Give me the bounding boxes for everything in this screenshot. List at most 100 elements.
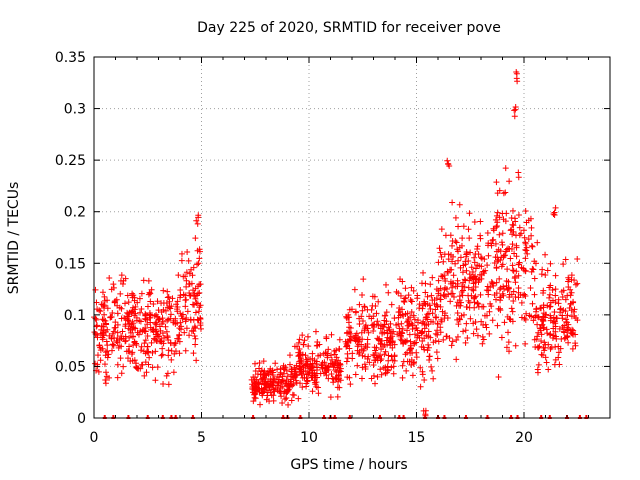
data-point <box>408 298 415 305</box>
data-point <box>184 308 191 315</box>
x-tick-label: 20 <box>515 430 533 446</box>
data-point <box>481 256 488 263</box>
data-point <box>158 352 165 359</box>
data-point <box>531 336 538 343</box>
data-point <box>117 355 124 362</box>
data-point <box>150 335 157 342</box>
data-point <box>133 317 140 324</box>
data-point <box>359 292 366 299</box>
data-point <box>164 317 171 324</box>
data-point <box>540 287 547 294</box>
data-point <box>152 348 159 355</box>
data-point <box>126 334 133 341</box>
data-point <box>153 321 160 328</box>
data-point <box>473 326 480 333</box>
data-point <box>177 310 184 317</box>
data-point <box>270 397 277 404</box>
data-point <box>452 214 459 221</box>
data-point <box>508 226 515 233</box>
data-point <box>127 326 134 333</box>
data-point <box>503 344 510 351</box>
data-point <box>189 301 196 308</box>
data-point <box>130 342 137 349</box>
data-point <box>422 280 429 287</box>
data-point <box>498 334 505 341</box>
data-point <box>500 292 507 299</box>
data-point <box>492 240 499 247</box>
data-point <box>523 310 530 317</box>
data-point <box>444 315 451 322</box>
data-point <box>377 366 384 373</box>
data-point <box>287 381 294 388</box>
data-point <box>261 381 268 388</box>
data-point <box>280 377 287 384</box>
data-point <box>104 326 111 333</box>
data-point <box>574 256 581 263</box>
data-point <box>429 367 436 374</box>
data-point <box>169 295 176 302</box>
data-point <box>129 294 136 301</box>
data-point <box>315 384 322 391</box>
data-point <box>523 244 530 251</box>
data-point <box>440 291 447 298</box>
data-point <box>475 279 482 286</box>
data-point <box>99 316 106 323</box>
data-point <box>469 286 476 293</box>
data-point <box>313 366 320 373</box>
data-point <box>345 319 352 326</box>
data-point <box>305 343 312 350</box>
data-point <box>441 275 448 282</box>
data-point <box>196 246 203 253</box>
data-point <box>522 340 529 347</box>
data-point <box>190 350 197 357</box>
data-point <box>507 316 514 323</box>
data-point <box>448 266 455 273</box>
data-point <box>411 340 418 347</box>
data-point <box>461 283 468 290</box>
data-point <box>422 301 429 308</box>
data-point <box>191 332 198 339</box>
data-point <box>174 335 181 342</box>
data-point <box>560 307 567 314</box>
data-point <box>458 242 465 249</box>
data-point <box>132 303 139 310</box>
data-point <box>494 209 501 216</box>
data-point <box>489 237 496 244</box>
data-point <box>99 345 106 352</box>
data-point <box>185 280 192 287</box>
data-point <box>270 369 277 376</box>
data-point <box>413 354 420 361</box>
data-point <box>177 286 184 293</box>
data-point <box>370 372 377 379</box>
data-point <box>505 329 512 336</box>
data-point <box>383 369 390 376</box>
data-point <box>438 226 445 233</box>
data-point <box>343 340 350 347</box>
data-point <box>448 342 455 349</box>
data-point <box>131 312 138 319</box>
data-point <box>395 309 402 316</box>
data-point <box>393 288 400 295</box>
data-point <box>352 335 359 342</box>
data-point <box>496 187 503 194</box>
data-point <box>391 357 398 364</box>
data-point <box>347 325 354 332</box>
data-point <box>317 352 324 359</box>
data-point <box>296 336 303 343</box>
data-point <box>362 322 369 329</box>
data-point <box>527 284 534 291</box>
data-point <box>567 292 574 299</box>
data-point <box>396 325 403 332</box>
data-point <box>158 308 165 315</box>
data-point <box>445 269 452 276</box>
data-point <box>403 319 410 326</box>
data-point <box>441 293 448 300</box>
data-point <box>463 251 470 258</box>
data-point <box>162 323 169 330</box>
data-point <box>347 330 354 337</box>
data-point <box>138 290 145 297</box>
data-point <box>497 284 504 291</box>
data-point <box>475 300 482 307</box>
data-point <box>436 245 443 252</box>
data-point <box>450 272 457 279</box>
